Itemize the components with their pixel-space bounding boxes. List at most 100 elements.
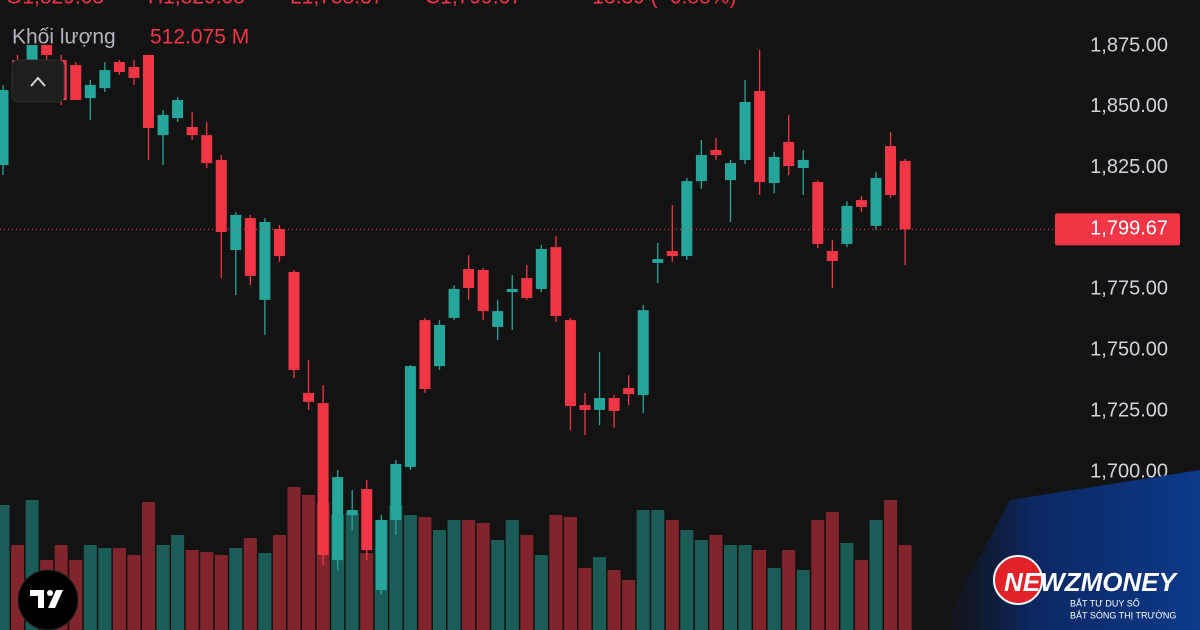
candle-body xyxy=(201,135,213,164)
volume-bar xyxy=(898,545,912,630)
volume-bar xyxy=(753,550,767,630)
header: O1,829.03 H1,829.03 L1,788.37 C1,799.67 … xyxy=(6,0,736,9)
candle-body xyxy=(317,403,329,556)
candle-body xyxy=(143,55,154,129)
volume-bar xyxy=(665,520,679,630)
candle-body xyxy=(623,388,635,395)
candle-body xyxy=(710,149,722,156)
header-high: H1,829.03 xyxy=(148,0,245,9)
volume-label: Khối lượng xyxy=(12,26,116,49)
volume-bar xyxy=(98,548,112,630)
candle-body xyxy=(725,163,736,181)
collapse-button-bg[interactable] xyxy=(11,59,65,103)
volume-bar xyxy=(243,538,257,630)
y-tick-label: 1,825.00 xyxy=(1090,156,1168,178)
volume-bar xyxy=(651,510,665,630)
candle-body xyxy=(332,477,344,561)
candle-body xyxy=(113,62,125,73)
y-tick-label: 1,725.00 xyxy=(1090,399,1168,421)
candle-body xyxy=(0,90,9,166)
candle-body xyxy=(477,269,489,312)
y-tick-label: 1,775.00 xyxy=(1090,278,1168,300)
candle-body xyxy=(375,519,387,591)
candle-body xyxy=(288,271,300,371)
volume-bar xyxy=(622,580,636,630)
volume-bar xyxy=(156,545,170,630)
candle-body xyxy=(492,311,504,327)
candle-body xyxy=(768,157,780,184)
candle-body xyxy=(157,114,169,136)
candle-body xyxy=(870,177,882,226)
volume-bar xyxy=(272,535,286,630)
candle-body xyxy=(695,155,707,182)
y-tick-label: 1,750.00 xyxy=(1090,339,1168,361)
volume-bar xyxy=(505,520,519,630)
candle-body xyxy=(172,100,184,119)
candle-body xyxy=(826,250,838,261)
volume-bar xyxy=(520,535,534,630)
header-change: −13.39 (−0.88%) xyxy=(580,0,736,9)
tv-logo-dot xyxy=(47,590,53,596)
candle-body xyxy=(404,366,416,467)
candle-body xyxy=(186,127,198,136)
volume-bar xyxy=(214,555,228,630)
volume-bar xyxy=(636,510,650,630)
y-tick-label: 1,875.00 xyxy=(1090,34,1168,56)
volume-bar xyxy=(433,530,446,630)
volume-bar xyxy=(403,515,417,630)
brand-line1: BẮT TƯ DUY SỐ xyxy=(1070,597,1140,608)
volume-bar xyxy=(884,500,898,630)
candle-body xyxy=(230,214,242,251)
header-low: L1,788.37 xyxy=(290,0,383,9)
volume-bar xyxy=(200,552,214,630)
candle-body xyxy=(594,398,606,410)
volume-bar xyxy=(782,550,796,630)
volume-bar xyxy=(142,502,155,630)
volume-bar xyxy=(389,505,403,630)
candle-body xyxy=(899,160,911,230)
tv-logo-mark xyxy=(30,590,63,608)
volume-bar xyxy=(709,535,723,630)
candle-body xyxy=(797,159,809,168)
candle-body xyxy=(84,84,96,99)
candle-body xyxy=(419,320,431,390)
volume-bar xyxy=(767,568,781,630)
volume-bar xyxy=(0,505,10,630)
candle-body xyxy=(812,182,824,244)
collapse-icon xyxy=(30,76,46,87)
candle-body xyxy=(273,229,285,257)
candle-body xyxy=(41,45,53,56)
volume-bar xyxy=(840,543,854,630)
y-tick-label: 1,850.00 xyxy=(1090,95,1168,117)
candle-body xyxy=(70,64,82,101)
last-price-box xyxy=(1055,213,1180,246)
candle-body xyxy=(448,288,460,318)
volume-bar xyxy=(811,520,825,630)
candle-body xyxy=(754,91,766,183)
candle-body xyxy=(579,405,591,410)
volume-bar xyxy=(302,495,316,630)
volume-bar xyxy=(549,515,563,630)
candle-body xyxy=(506,288,518,293)
volume-bar xyxy=(185,550,199,630)
brand-line2: BẮT SÓNG THỊ TRƯỜNG xyxy=(1070,610,1176,620)
candle-body xyxy=(390,463,402,520)
candle-body xyxy=(303,392,315,402)
header-close: C1,799.67 xyxy=(425,0,522,9)
candle-body xyxy=(885,146,897,195)
collapse-button[interactable] xyxy=(11,59,65,103)
candle-body xyxy=(346,509,358,516)
volume-bar xyxy=(607,570,621,630)
volume-bar xyxy=(360,553,374,630)
volume-bar xyxy=(563,517,577,630)
volume-bar xyxy=(825,512,839,630)
candle-body xyxy=(535,249,547,289)
candle-body xyxy=(434,324,445,367)
volume-bar xyxy=(854,560,868,630)
header-open: O1,829.03 xyxy=(6,0,104,9)
volume-bar xyxy=(127,555,141,630)
candle-body xyxy=(128,66,140,78)
volume-bar xyxy=(229,548,243,630)
